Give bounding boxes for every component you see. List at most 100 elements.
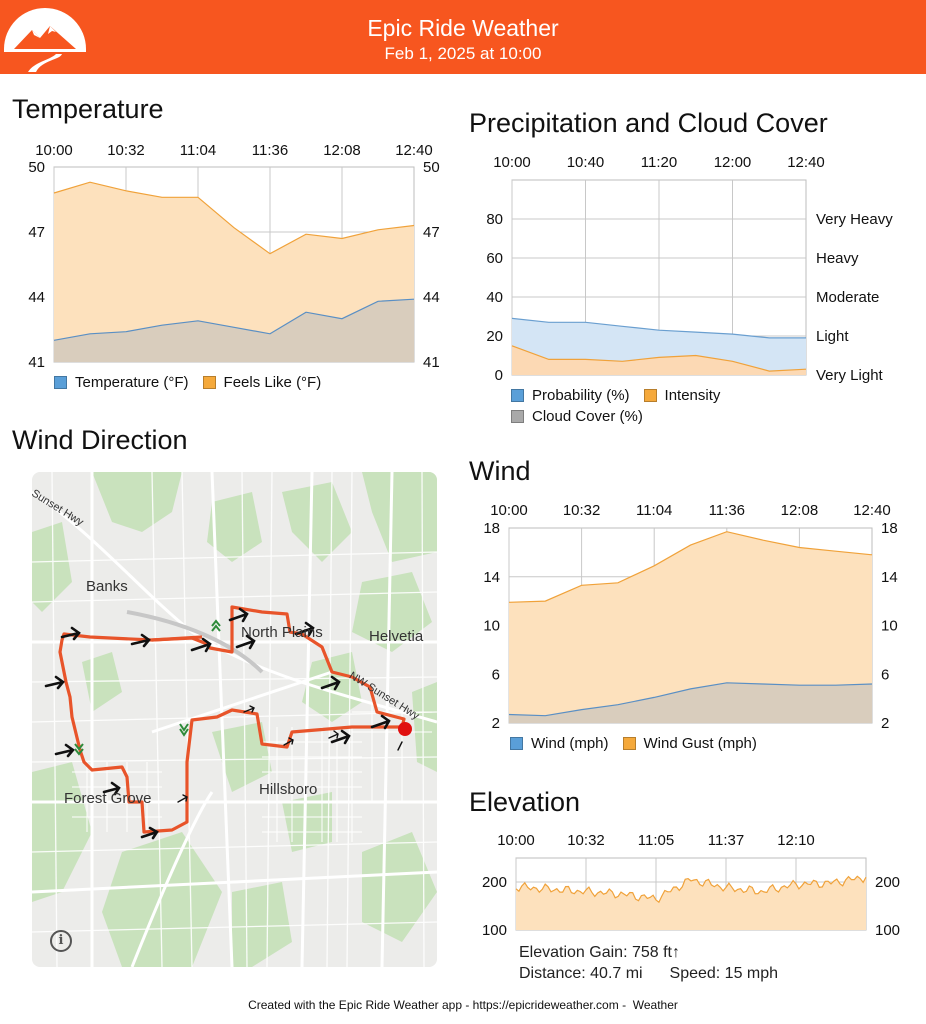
weather-provider: Weather [632,998,678,1012]
x-tick-label: 12:00 [714,154,752,171]
series-line [511,345,807,372]
series-line [508,682,873,717]
mountain-road-icon [4,8,86,72]
legend-item: Cloud Cover (%) [511,407,643,426]
y-tick-label: 50 [423,159,440,176]
legend-item: Wind Gust (mph) [622,735,757,752]
temperature-legend: Temperature (°F) Feels Like (°F) [54,374,335,393]
series-line [511,317,806,339]
intensity-label: Very Heavy [816,211,893,228]
legend-item: Wind (mph) [510,735,609,752]
x-tick-label: 10:32 [567,832,605,849]
y-tick-label: 10 [881,618,898,635]
ride-route [58,605,406,834]
x-tick-label: 12:40 [395,142,433,159]
y-tick-label: 200 [875,874,900,891]
x-tick-label: 10:00 [35,142,73,159]
y-tick-label: 2 [881,715,889,732]
wind-direction-title: Wind Direction [12,425,188,455]
legend-swatch [54,376,67,389]
y-tick-label: 40 [486,289,503,306]
legend-label: Feels Like (°F) [223,374,322,391]
elevation-title: Elevation [469,787,581,817]
y-tick-label: 14 [881,569,898,586]
wind-chart: 10:00 10:32 11:04 11:36 12:08 12:40 2 2 6 6 10 10 14… [483,502,898,732]
temperature-chart: 10:00 10:32 11:04 11:36 12:08 12:40 41 41 44 44 47… [28,142,440,371]
series-area [512,345,806,375]
wind-arrows [44,607,391,840]
x-tick-label: 11:04 [180,142,216,159]
x-tick-label: 10:00 [497,832,535,849]
distance-speed: Distance: 40.7 mi Speed: 15 mph [519,965,778,983]
tailwind-markers [74,619,221,756]
y-tick-label: 100 [482,922,507,939]
rail-line [126,610,264,674]
y-tick-label: 2 [492,715,500,732]
x-tick-label: 10:40 [567,154,605,171]
temperature-title: Temperature [12,94,164,124]
x-tick-label: 10:32 [563,502,601,519]
x-tick-label: 10:32 [107,142,145,159]
route-end-marker [398,722,412,736]
x-tick-label: 12:40 [853,502,891,519]
map-canvas [32,472,437,967]
x-tick-label: 11:36 [709,502,745,519]
x-tick-label: 11:20 [641,154,677,171]
wind-title: Wind [469,456,531,486]
y-tick-label: 10 [483,618,500,635]
legend-swatch [510,737,523,750]
map-label-north-plains: North Plains [241,624,323,641]
legend-swatch [622,737,636,750]
report-date: Feb 1, 2025 at 10:00 [384,44,542,63]
intensity-label: Light [816,328,849,345]
y-tick-label: 0 [495,367,503,384]
elevation-chart: 10:00 10:32 11:05 11:37 12:10 100 100 200 200 [482,832,900,939]
x-tick-label: 11:05 [638,832,674,849]
series-line [508,531,873,603]
map-info-icon[interactable]: i [50,930,72,952]
legend-label: Wind (mph) [531,735,609,752]
town-grid-hillsboro [262,702,432,842]
legend-swatch [511,410,524,423]
y-tick-label: 47 [423,224,440,241]
y-tick-label: 6 [881,666,889,683]
y-tick-label: 44 [423,289,440,306]
map-label-banks: Banks [86,578,128,595]
y-tick-label: 18 [881,520,898,537]
map-label-helvetia: Helvetia [369,628,424,645]
x-tick-label: 10:00 [490,502,528,519]
y-tick-label: 80 [486,211,503,228]
legend-label: Intensity [664,387,721,404]
precipitation-chart: 10:00 10:40 11:20 12:00 12:40 0 20 40 60 80 Very L… [486,154,893,384]
legend-swatch [511,389,524,402]
wind-legend: Wind (mph) Wind Gust (mph) [510,735,771,754]
distance-value: Distance: 40.7 mi [519,965,643,982]
x-tick-label: 10:00 [493,154,531,171]
intensity-label: Very Light [816,367,884,384]
precipitation-legend: Probability (%) Intensity Cloud Cover (%) [511,386,791,428]
speed-value: Speed: 15 mph [669,965,779,982]
x-tick-label: 11:36 [252,142,288,159]
y-tick-label: 100 [875,922,900,939]
y-tick-label: 44 [28,289,45,306]
series-line [53,181,415,255]
series-area [54,299,414,362]
legend-swatch [643,389,657,402]
y-tick-label: 50 [28,159,45,176]
map-label-forest-grove: Forest Grove [64,790,152,807]
legend-swatch [202,376,216,389]
legend-item: Feels Like (°F) [202,374,322,391]
route-map[interactable]: Banks North Plains Helvetia Forest Grove… [32,472,437,967]
app-header: Epic Ride Weather Feb 1, 2025 at 10:00 [0,0,926,74]
app-title: Epic Ride Weather [367,15,559,41]
y-tick-label: 47 [28,224,45,241]
legend-label: Wind Gust (mph) [643,735,757,752]
x-tick-label: 12:08 [323,142,361,159]
x-tick-label: 12:08 [781,502,819,519]
series-area [509,531,872,723]
precipitation-title: Precipitation and Cloud Cover [469,108,828,138]
y-tick-label: 6 [492,666,500,683]
legend-label: Probability (%) [532,387,630,404]
x-tick-label: 11:04 [636,502,672,519]
series-line [53,298,415,341]
